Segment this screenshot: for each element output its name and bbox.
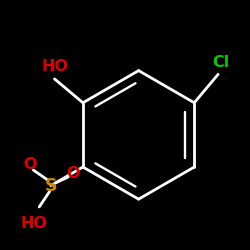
- Text: O: O: [23, 157, 36, 172]
- Text: S: S: [44, 176, 57, 194]
- Text: HO: HO: [21, 216, 48, 231]
- Text: O: O: [66, 166, 80, 181]
- Text: HO: HO: [41, 60, 68, 74]
- Text: Cl: Cl: [212, 55, 229, 70]
